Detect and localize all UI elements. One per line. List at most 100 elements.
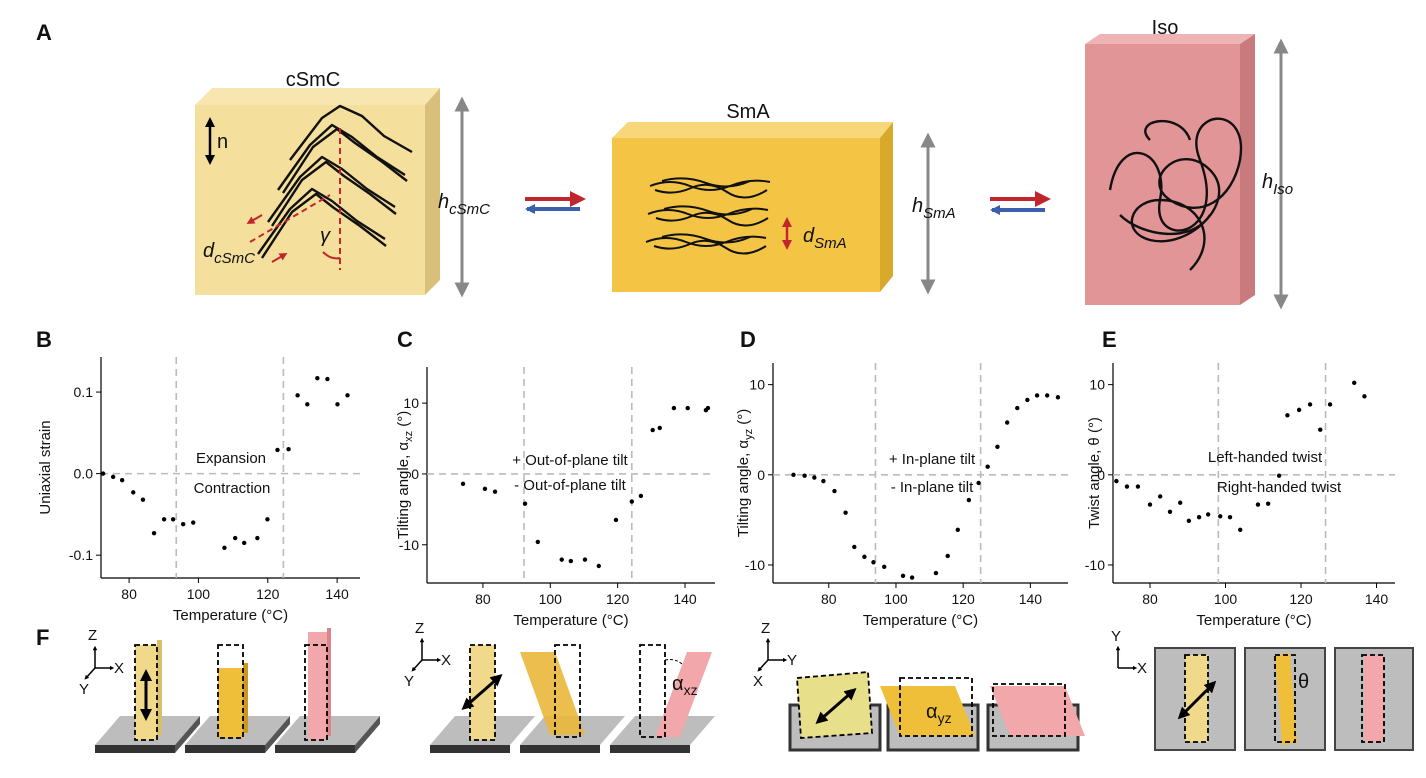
y-tick-label: 0.1 <box>74 384 94 400</box>
iso-block-part <box>1240 34 1255 305</box>
phase-arrows-part <box>525 204 535 214</box>
data-point <box>933 570 939 576</box>
csmc-labels-part: hcSmC <box>438 191 490 218</box>
data-point <box>151 530 157 536</box>
iso-labels: Iso hIso <box>1152 17 1293 198</box>
data-point <box>325 376 330 382</box>
f4-labels-part: θ <box>1298 671 1309 693</box>
schematic-f1-part <box>84 645 115 680</box>
data-point <box>1307 402 1313 407</box>
csmc-labels: cSmC n γ dcSmC hcSmC <box>203 69 490 267</box>
sma-labels-part-part: d <box>803 225 815 247</box>
schematic-f2-part <box>520 652 585 735</box>
csmc-block-part-part <box>257 187 386 255</box>
schematic-f1-part-part <box>84 667 96 680</box>
y-tick-label: 0 <box>757 467 765 483</box>
schematic-f3-part-part <box>757 659 769 672</box>
x-tick-label: 80 <box>1142 591 1158 607</box>
f2-labels: Z X Y αxz <box>404 620 698 698</box>
csmc-block-part-part <box>271 252 288 263</box>
x-tick-label: 120 <box>606 591 630 607</box>
data-point <box>638 493 644 499</box>
csmc-labels-part: cSmC <box>286 69 340 91</box>
schematic-f3-part <box>815 688 857 724</box>
csmc-block-part-part <box>277 123 406 191</box>
data-point <box>1276 473 1282 478</box>
f4-labels: Y X θ <box>1111 628 1309 693</box>
data-point <box>1124 484 1130 489</box>
schematic-f4-part <box>1364 655 1384 742</box>
data-point <box>161 517 167 522</box>
csmc-block-part-part <box>281 127 408 194</box>
schematic-f3-part <box>797 672 872 738</box>
schematic-f4-part <box>1115 645 1138 671</box>
sma-labels-part: SmA <box>726 101 770 123</box>
data-point <box>1318 427 1323 432</box>
data-point <box>1238 527 1243 533</box>
phase-arrows <box>525 191 1051 215</box>
sma-block-part-part <box>655 211 769 227</box>
panel-labels-part: C <box>397 327 413 352</box>
data-point <box>315 376 320 381</box>
y-axis-title: Uniaxial strain <box>37 420 54 514</box>
data-point <box>241 540 247 546</box>
y-axis-title-text: Twist angle, θ (°) <box>1086 417 1103 529</box>
f1-axis-labels-part: Y <box>79 681 89 698</box>
schematic-f2-part <box>664 659 683 665</box>
annotation: + In-plane tilt <box>889 451 976 468</box>
data-point <box>1186 518 1192 523</box>
csmc-block-part <box>425 88 440 295</box>
f4-labels-part: X <box>1137 660 1147 677</box>
sma-labels-part-part: SmA <box>814 235 847 252</box>
data-point <box>119 477 125 483</box>
panel-labels-part: A <box>36 20 52 45</box>
f2-labels-part-part: α <box>672 673 684 695</box>
data-point <box>1055 395 1061 400</box>
phase-arrows-part <box>990 205 1000 215</box>
x-axis-title: Temperature (°C) <box>863 612 978 629</box>
data-point <box>522 501 528 506</box>
schematic-f3-part <box>796 671 873 739</box>
data-point <box>812 475 817 480</box>
y-axis-title-end: (°) <box>395 411 412 431</box>
schematic-f3-part <box>990 686 1085 736</box>
csmc-block <box>195 88 470 298</box>
schematic-f1-part <box>275 745 355 753</box>
data-point <box>802 473 807 478</box>
data-point <box>862 554 867 560</box>
data-point <box>976 480 981 486</box>
data-point <box>170 517 176 522</box>
iso-labels-part: Iso <box>1152 17 1179 39</box>
y-tick-label: -0.1 <box>69 547 93 563</box>
schematic-f1-part <box>217 644 244 739</box>
annotation: Right-handed twist <box>1217 479 1342 496</box>
data-point <box>460 481 466 487</box>
y-axis-title: Tilting angle, αxz (°) <box>395 411 415 540</box>
data-point <box>492 489 498 494</box>
data-point <box>582 557 588 562</box>
csmc-labels-part-part: d <box>203 240 215 262</box>
f3-labels-part: αyz <box>926 701 952 726</box>
data-point <box>535 539 541 545</box>
schematic-f4-part <box>1275 653 1297 745</box>
annotation: - Out-of-plane tilt <box>514 477 627 494</box>
data-point <box>1255 502 1261 507</box>
data-point <box>275 447 280 453</box>
data-point <box>1362 394 1367 399</box>
panel-labels-part: B <box>36 327 52 352</box>
data-point <box>1227 514 1233 520</box>
f2-labels-part: Z <box>415 620 424 637</box>
schematic-f1-part <box>157 640 162 735</box>
data-point <box>335 402 340 407</box>
panel-labels: A B C D E F <box>36 20 1117 650</box>
schematic-f3 <box>757 637 1085 752</box>
schematic-f3-part <box>757 637 788 672</box>
x-tick-label: 140 <box>673 591 697 607</box>
schematic-f4-part <box>1177 680 1217 720</box>
data-point <box>232 535 238 541</box>
f2-labels-part-part: xz <box>684 682 698 698</box>
y-tick-label: 10 <box>403 395 419 411</box>
data-point <box>995 444 1000 450</box>
x-axis-title: Temperature (°C) <box>173 607 288 624</box>
